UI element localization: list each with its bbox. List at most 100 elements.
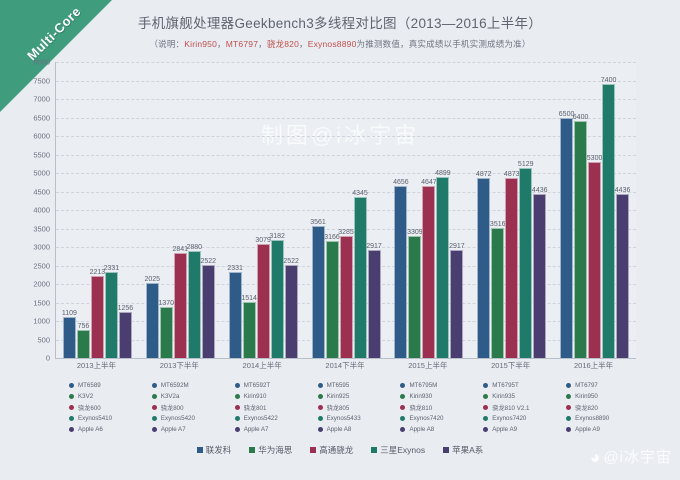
bar[interactable]: 756 <box>76 323 90 358</box>
bar[interactable]: 2025 <box>144 276 160 358</box>
bar-value-label: 2522 <box>200 257 217 265</box>
bar[interactable]: 5129 <box>518 161 534 358</box>
bar-value-label: 4656 <box>393 178 409 186</box>
bar-group: 1109 756 2213 2331 1256 <box>56 62 139 358</box>
group-chip-legend: MT6795M Kirin930 骁龙810 Exynos7420 Apple A8 <box>386 380 469 436</box>
bar[interactable]: 2522 <box>283 258 299 358</box>
legend-item[interactable]: 华为海思 <box>249 444 292 456</box>
legend-dot-icon <box>566 405 572 410</box>
subtitle-highlight-kirin950: Kirin950 <box>184 39 218 49</box>
legend-swatch-icon <box>371 447 378 453</box>
bar[interactable]: 1256 <box>118 305 133 358</box>
chip-legend-label: Exynos7420 <box>492 415 527 422</box>
bar[interactable]: 2841 <box>172 246 188 358</box>
y-axis-tick: 6500 <box>33 113 50 122</box>
legend-dot-icon <box>483 427 489 432</box>
bar[interactable]: 2522 <box>200 258 216 358</box>
bar[interactable]: 3285 <box>338 229 354 358</box>
x-axis-label: 2016上半年 <box>573 361 614 370</box>
bar-value-label: 4345 <box>352 190 368 198</box>
chip-legend-row: MT6595 <box>317 380 387 391</box>
chip-legend-label: MT6797 <box>575 382 598 389</box>
bar[interactable]: 4873 <box>504 171 520 358</box>
bar[interactable]: 2331 <box>227 265 243 358</box>
bar[interactable]: 4656 <box>393 179 409 358</box>
chip-legend-row: Kirin910 <box>234 391 304 402</box>
chip-legend-row: MT6589 <box>69 380 138 391</box>
gridline <box>56 210 636 211</box>
x-axis-label: 2015下半年 <box>491 361 531 370</box>
y-axis-tick: 2000 <box>33 279 50 289</box>
bar[interactable]: 3309 <box>407 229 423 358</box>
weibo-watermark: ◕ @i冰宇宙 <box>590 446 672 467</box>
chip-legend-row: Apple A9 <box>566 424 635 435</box>
legend-item[interactable]: 联发科 <box>196 444 231 456</box>
bar[interactable]: 4872 <box>476 171 492 358</box>
bar[interactable]: 4436 <box>532 187 548 358</box>
bar[interactable]: 2213 <box>90 269 105 358</box>
bar[interactable]: 6500 <box>559 111 574 358</box>
bar[interactable]: 5300 <box>587 155 602 358</box>
bar-value-label: 2331 <box>103 264 120 272</box>
bar[interactable]: 2917 <box>366 243 382 358</box>
bar[interactable]: 2331 <box>104 265 119 358</box>
chip-legend-row: Exynos5433 <box>317 413 387 424</box>
chip-legend-row: Exynos5422 <box>234 413 304 424</box>
chip-legend-label: Apple A6 <box>78 426 103 433</box>
subtitle-highlight-sd820: 骁龙820 <box>266 39 300 49</box>
multi-core-ribbon: Multi-Core <box>0 0 112 112</box>
bar-value-label: 4436 <box>531 186 548 194</box>
legend-item[interactable]: 苹果A系 <box>443 444 483 456</box>
y-axis-tick: 2500 <box>33 261 50 270</box>
legend-item[interactable]: 三星Exynos <box>371 444 425 456</box>
chip-legend-row: Exynos7420 <box>400 413 469 424</box>
bar[interactable]: 3166 <box>324 234 340 358</box>
bar[interactable]: 4647 <box>421 179 437 358</box>
chip-legend-label: K3V2a <box>160 393 180 400</box>
legend-item[interactable]: 高通骁龙 <box>310 444 353 456</box>
legend-dot-icon <box>151 383 157 388</box>
weibo-icon: ◕ <box>589 446 601 467</box>
chip-legend-label: Apple A9 <box>492 426 518 433</box>
gridline <box>56 80 636 82</box>
chip-legend-row: MT6795M <box>400 380 469 391</box>
bar[interactable]: 2880 <box>186 244 202 358</box>
chip-legend-label: 骁龙810 <box>409 405 433 412</box>
legend-label: 华为海思 <box>258 445 293 455</box>
gridline <box>56 62 636 63</box>
bar[interactable]: 3079 <box>255 237 271 358</box>
bar[interactable]: 4345 <box>352 190 368 358</box>
gridline <box>56 228 636 230</box>
chip-legend-label: 骁龙600 <box>78 405 101 412</box>
chip-legend-label: Exynos7420 <box>409 415 444 422</box>
chip-legend-row: Kirin950 <box>566 391 635 402</box>
bar[interactable]: 3561 <box>310 219 326 358</box>
chip-legend-row: Apple A8 <box>400 424 469 435</box>
subtitle-sep-2: ， <box>258 39 267 49</box>
bar[interactable]: 1370 <box>158 300 174 358</box>
legend-dot-icon <box>69 427 74 432</box>
bar[interactable]: 2917 <box>449 243 465 358</box>
bar[interactable]: 1109 <box>62 310 77 358</box>
y-axis-tick: 5500 <box>33 150 50 159</box>
legend-swatch-icon <box>249 447 256 453</box>
legend-dot-icon <box>317 427 323 432</box>
chip-legend-label: Apple A9 <box>575 426 600 433</box>
bar[interactable]: 1514 <box>241 295 257 358</box>
bar-value-label: 3079 <box>255 237 271 245</box>
chip-legend-label: Exynos5410 <box>78 415 113 422</box>
bar[interactable]: 3182 <box>269 233 285 358</box>
group-chip-legend: MT6592T Kirin910 骁龙801 Exynos5422 Apple A7 <box>221 380 304 436</box>
chip-legend-label: K3V2 <box>78 393 94 400</box>
bar[interactable]: 3516 <box>490 221 506 358</box>
bar[interactable]: 4436 <box>615 187 630 358</box>
chip-legend-row: MT6797 <box>566 380 635 391</box>
series-legend: 联发科 华为海思 高通骁龙 三星Exynos 苹果A系 <box>0 444 680 456</box>
chip-legend-label: Exynos8890 <box>575 415 610 422</box>
legend-dot-icon <box>483 405 489 410</box>
bar[interactable]: 4899 <box>435 170 451 358</box>
bar[interactable]: 6400 <box>573 114 588 358</box>
bar[interactable]: 7400 <box>601 77 616 358</box>
chip-legend-label: Exynos5433 <box>326 415 361 422</box>
x-axis-labels: 2013上半年 2013下半年 2014上半年 2014下半年 2015上半年 2015下… <box>55 360 635 374</box>
